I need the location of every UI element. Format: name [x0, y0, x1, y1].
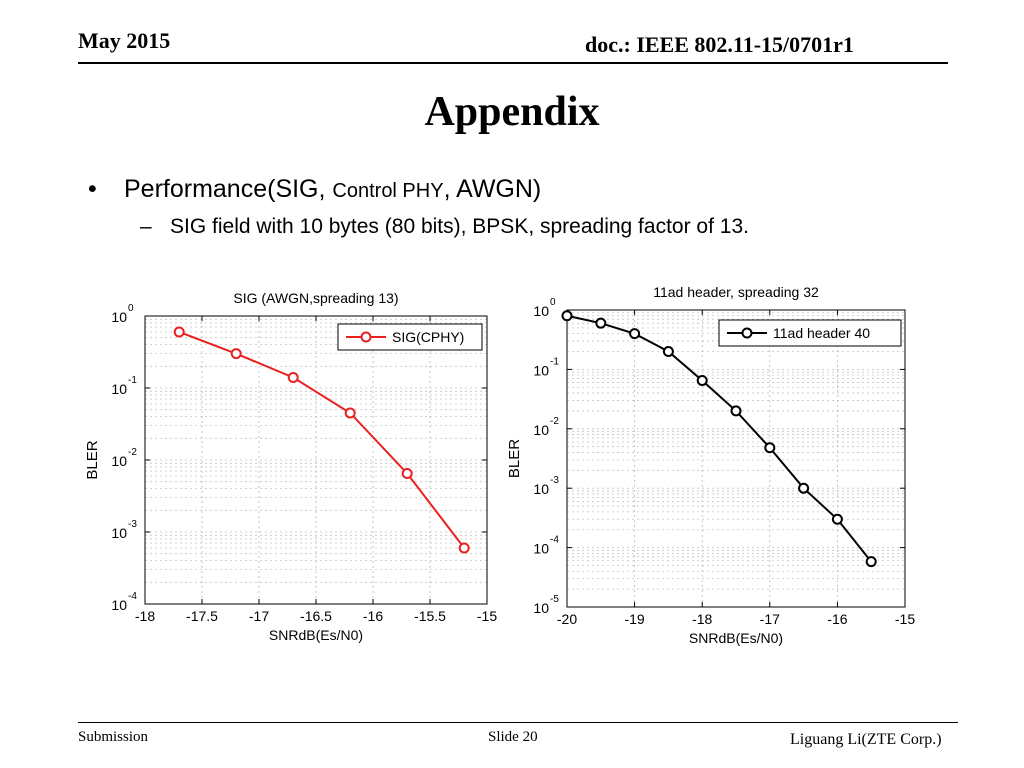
series-line [566, 314, 872, 563]
legend-marker [360, 331, 372, 343]
y-tick-label: 10 [533, 303, 549, 319]
data-point [230, 348, 242, 360]
y-tick-exponent: -3 [550, 475, 559, 486]
y-axis-label: BLER [506, 439, 523, 478]
y-tick-label: 10 [533, 600, 549, 616]
y-tick-exponent: -1 [550, 356, 559, 367]
y-tick-label: 10 [111, 453, 127, 469]
y-tick-label: 10 [111, 525, 127, 541]
legend-label: 11ad header 40 [773, 325, 870, 341]
legend-marker [741, 327, 753, 339]
y-tick-exponent: -4 [550, 535, 559, 546]
x-tick-label: -17 [760, 611, 780, 627]
x-axis-label: SNRdB(Es/N0) [689, 630, 783, 646]
y-tick-label: 10 [533, 362, 549, 378]
chart-2: -20 -19 -18 -17 -16 -1510010-110-210-310-410-… [506, 284, 915, 646]
data-point [458, 542, 470, 554]
x-tick-label: -15 [477, 608, 497, 624]
x-tick-label: -15.5 [414, 608, 446, 624]
x-tick-label: -15 [895, 611, 915, 627]
footer-slide-number: Slide 20 [488, 729, 538, 745]
series-line [178, 331, 465, 549]
axes-frame [566, 309, 906, 608]
chart-1: -18 -17.5 -17 -16.5 -16 -15.5 -1510010-110-210… [84, 290, 497, 643]
data-point [865, 556, 877, 568]
y-tick-exponent: -5 [550, 594, 559, 605]
data-point [696, 375, 708, 387]
y-axis-label: BLER [84, 440, 101, 479]
x-tick-label: -17.5 [186, 608, 218, 624]
y-tick-exponent: 0 [128, 303, 134, 314]
y-tick-label: 10 [111, 381, 127, 397]
x-tick-label: -20 [557, 611, 577, 627]
x-axis-label: SNRdB(Es/N0) [269, 627, 363, 643]
sub-bullet-text: SIG field with 10 bytes (80 bits), BPSK,… [170, 215, 749, 238]
footer-divider [78, 722, 958, 723]
x-tick-label: -16 [827, 611, 847, 627]
data-point [764, 442, 776, 454]
y-tick-exponent: -3 [128, 519, 137, 530]
footer-author: Liguang Li(ZTE Corp.) [790, 731, 942, 748]
data-point [662, 346, 674, 358]
sub-bullet-sig-field: – SIG field with 10 bytes (80 bits), BPSK… [140, 215, 749, 239]
bullet1-text-a: Performance(SIG, [124, 175, 333, 203]
header-divider [78, 62, 948, 64]
data-point [730, 405, 742, 417]
x-tick-label: -16.5 [300, 608, 332, 624]
header-date: May 2015 [78, 28, 171, 53]
sub-bullet-dash: – [140, 215, 152, 238]
plot-area [567, 310, 905, 607]
x-tick-label: -18 [135, 608, 155, 624]
chart-title: 11ad header, spreading 32 [653, 284, 819, 300]
data-point [595, 317, 607, 329]
y-tick-exponent: -1 [128, 375, 137, 386]
data-point [561, 310, 573, 322]
data-point [798, 482, 810, 494]
bullet-dot: • [88, 175, 97, 203]
y-tick-exponent: -2 [550, 416, 559, 427]
footer-submission: Submission [78, 729, 149, 745]
y-tick-label: 10 [533, 481, 549, 497]
x-tick-label: -19 [624, 611, 644, 627]
chart-title: SIG (AWGN,spreading 13) [233, 290, 398, 306]
y-tick-label: 10 [111, 597, 127, 613]
y-tick-exponent: -4 [128, 591, 137, 602]
y-tick-exponent: -2 [128, 447, 137, 458]
header-doc-id: doc.: IEEE 802.11-15/0701r1 [585, 32, 854, 57]
y-tick-label: 10 [533, 541, 549, 557]
data-point [173, 326, 185, 338]
y-tick-exponent: 0 [550, 297, 556, 308]
slide-title: Appendix [424, 89, 600, 135]
x-tick-label: -17 [249, 608, 269, 624]
legend-label: SIG(CPHY) [392, 329, 464, 345]
x-tick-label: -16 [363, 608, 383, 624]
y-tick-label: 10 [533, 422, 549, 438]
y-tick-label: 10 [111, 309, 127, 325]
data-point [401, 467, 413, 479]
data-point [344, 407, 356, 419]
bullet1-text-b: Control PHY [332, 180, 444, 202]
bullet1-text-c: , AWGN) [443, 175, 542, 203]
x-tick-label: -18 [692, 611, 712, 627]
data-point [831, 513, 843, 525]
bullet-performance: • Performance(SIG, Control PHY, AWGN) [88, 175, 541, 204]
data-point [287, 371, 299, 383]
data-point [629, 328, 641, 340]
